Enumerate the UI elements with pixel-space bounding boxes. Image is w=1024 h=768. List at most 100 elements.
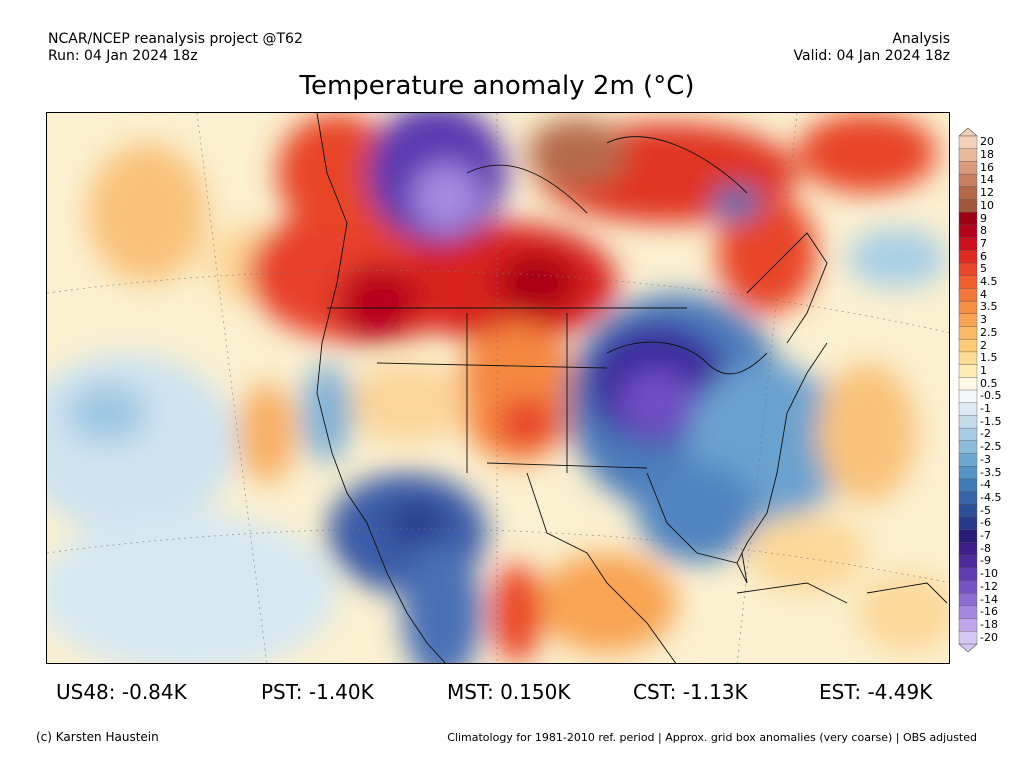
scale-swatch: [958, 567, 978, 581]
scale-label: -6: [980, 516, 991, 530]
scale-label: -5: [980, 503, 991, 517]
scale-swatch: [958, 262, 978, 277]
scale-swatch: [958, 491, 978, 505]
scale-label: -7: [980, 529, 991, 543]
scale-label: 14: [980, 173, 994, 187]
scale-swatch: [958, 250, 978, 264]
scale-swatch: [958, 173, 978, 188]
scale-label: -3.5: [980, 465, 1002, 479]
scale-label: 1: [980, 363, 987, 377]
header-right: Analysis Valid: 04 Jan 2024 18z: [794, 31, 950, 65]
scale-swatch: [958, 516, 978, 531]
scale-label: -14: [980, 592, 998, 606]
scale-label: -1: [980, 402, 991, 416]
scale-label: 1.5: [980, 351, 998, 365]
scale-label: 9: [980, 211, 987, 225]
scale-swatch: [958, 389, 978, 404]
scale-swatch: [958, 288, 978, 302]
scale-swatch: [958, 542, 978, 556]
source-label: NCAR/NCEP reanalysis project @T62: [48, 31, 303, 47]
stat-mst: MST: 0.150K: [447, 680, 571, 704]
scale-swatch: [958, 631, 978, 645]
scale-label: 8: [980, 224, 987, 238]
scale-swatch: [958, 351, 978, 366]
scale-label: -12: [980, 579, 998, 593]
scale-swatch: [958, 275, 978, 289]
climatology-note: Climatology for 1981-2010 ref. period | …: [447, 731, 977, 744]
scale-label: 0.5: [980, 376, 998, 390]
scale-swatch: [958, 186, 978, 200]
scale-label: -4: [980, 478, 991, 492]
scale-label: 12: [980, 186, 994, 200]
header-left: NCAR/NCEP reanalysis project @T62 Run: 0…: [48, 31, 303, 65]
scale-label: -10: [980, 567, 998, 581]
scale-swatch: [958, 237, 978, 251]
scale-swatch: [958, 453, 978, 467]
scale-label: -20: [980, 630, 998, 644]
scale-swatch: [958, 338, 978, 353]
scale-swatch: [958, 161, 978, 175]
stat-cst: CST: -1.13K: [633, 680, 748, 704]
scale-max-arrow: [958, 128, 978, 137]
scale-swatch: [958, 504, 978, 518]
scale-label: 3.5: [980, 300, 998, 314]
scale-label: -16: [980, 605, 998, 619]
stat-est: EST: -4.49K: [819, 680, 933, 704]
graticule: [47, 113, 949, 663]
stat-pst: PST: -1.40K: [261, 680, 374, 704]
coastlines: [316, 113, 948, 663]
scale-swatch: [958, 211, 978, 226]
scale-swatch: [958, 199, 978, 213]
scale-swatch: [958, 364, 978, 378]
scale-label: 7: [980, 236, 987, 250]
scale-swatch: [958, 135, 978, 150]
scale-label: 20: [980, 135, 994, 149]
scale-swatch: [958, 440, 978, 454]
run-label: Run: 04 Jan 2024 18z: [48, 48, 198, 64]
scale-swatch: [958, 300, 978, 315]
scale-swatch: [958, 148, 978, 162]
scale-label: 18: [980, 148, 994, 162]
scale-label: -8: [980, 541, 991, 555]
scale-swatch: [958, 402, 978, 416]
map-title: Temperature anomaly 2m (°C): [299, 71, 695, 101]
scale-min-arrow: [958, 643, 978, 652]
scale-swatch: [958, 313, 978, 328]
scale-swatch: [958, 427, 978, 442]
scale-swatch: [958, 593, 978, 607]
scale-swatch: [958, 605, 978, 620]
scale-swatch: [958, 529, 978, 543]
anomaly-map: [46, 112, 950, 664]
scale-swatch: [958, 466, 978, 480]
scale-label: 4: [980, 287, 987, 301]
scale-swatch: [958, 326, 978, 340]
scale-label: -0.5: [980, 389, 1002, 403]
scale-swatch: [958, 377, 978, 391]
scale-label: 4.5: [980, 275, 998, 289]
scale-swatch: [958, 224, 978, 239]
anomaly-field: [47, 113, 949, 663]
scale-label: -4.5: [980, 490, 1002, 504]
scale-label: 6: [980, 249, 987, 263]
scale-swatch: [958, 478, 978, 493]
scale-swatch: [958, 554, 978, 569]
scale-label: -18: [980, 617, 998, 631]
scale-label: -2.5: [980, 440, 1002, 454]
credit-text: (c) Karsten Haustein: [36, 730, 159, 744]
color-scale: [958, 128, 978, 652]
scale-label: 5: [980, 262, 987, 276]
scale-label: 3: [980, 313, 987, 327]
scale-label: -3: [980, 452, 991, 466]
region-stats: US48: -0.84K PST: -1.40K MST: 0.150K CST…: [0, 680, 1024, 706]
scale-label: 2.5: [980, 325, 998, 339]
scale-label: -1.5: [980, 414, 1002, 428]
scale-label: 10: [980, 198, 994, 212]
scale-label: -2: [980, 427, 991, 441]
stat-us48: US48: -0.84K: [56, 680, 187, 704]
valid-label: Valid: 04 Jan 2024 18z: [793, 48, 950, 64]
scale-swatch: [958, 580, 978, 594]
scale-label: 16: [980, 160, 994, 174]
scale-swatch: [958, 415, 978, 429]
scale-swatch: [958, 618, 978, 632]
scale-label: -9: [980, 554, 991, 568]
